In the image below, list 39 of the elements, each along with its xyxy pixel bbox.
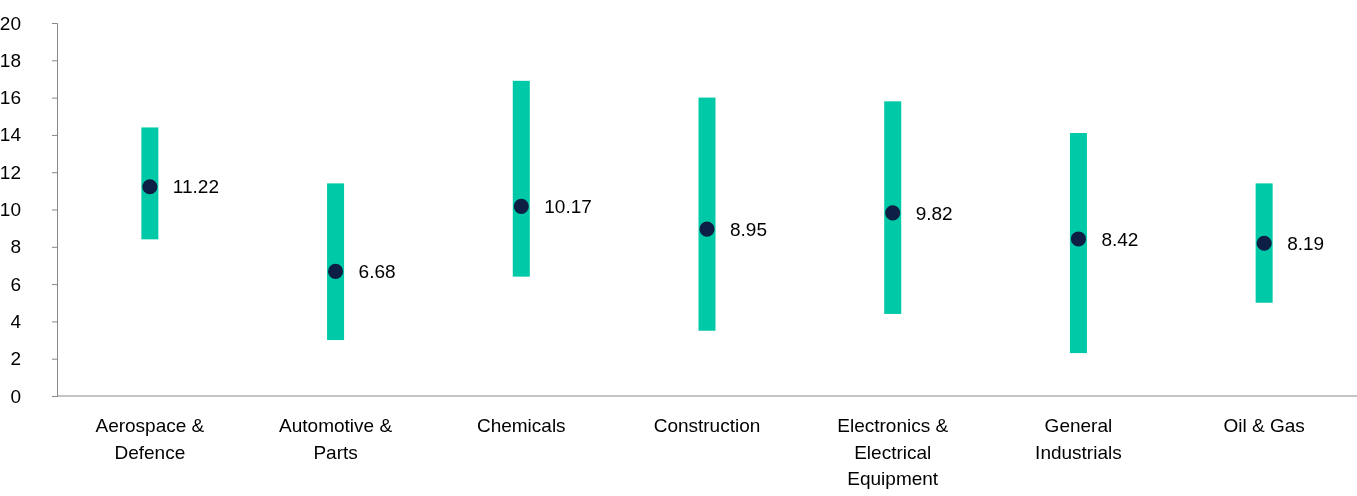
- bar: [327, 183, 345, 341]
- point: [699, 221, 715, 237]
- x-tick-label: Aerospace & Defence: [95, 415, 205, 463]
- bar: [884, 101, 902, 314]
- bar: [1069, 133, 1087, 354]
- point: [513, 198, 529, 214]
- data-label: 10.17: [544, 195, 592, 217]
- x-tick-label: Automotive & Parts: [279, 415, 393, 463]
- y-tick-label: 16: [0, 87, 21, 109]
- y-tick-label: 6: [10, 273, 21, 295]
- data-label: 11.22: [172, 176, 219, 198]
- y-tick-label: 12: [0, 161, 21, 183]
- y-tick-label: 2: [10, 348, 21, 370]
- data-label: 8.95: [730, 218, 767, 240]
- point: [885, 205, 901, 221]
- bar: [141, 127, 159, 240]
- data-label: 9.82: [915, 202, 953, 224]
- bar: [512, 80, 530, 277]
- x-tick-label: General Industrials: [1035, 415, 1122, 463]
- bar: [698, 97, 716, 331]
- x-tick-label: Construction: [653, 415, 761, 436]
- data-label: 8.42: [1101, 228, 1139, 250]
- x-tick-label: Oil & Gas: [1223, 415, 1305, 436]
- y-tick-label: 14: [0, 124, 22, 146]
- bar: [1255, 183, 1273, 303]
- point: [1256, 235, 1272, 251]
- y-tick-label: 18: [0, 49, 21, 71]
- data-label: 6.68: [358, 261, 396, 283]
- x-tick-label: Chemicals: [476, 415, 566, 436]
- y-tick-label: 8: [10, 236, 21, 258]
- point: [1070, 231, 1086, 247]
- point: [142, 179, 158, 195]
- x-tick-label: Electronics & Electrical Equipment: [837, 415, 949, 490]
- y-tick-label: 4: [10, 310, 22, 332]
- y-tick-label: 10: [0, 199, 21, 221]
- y-tick-label: 20: [0, 12, 21, 34]
- point: [328, 263, 344, 279]
- data-label: 8.19: [1287, 232, 1325, 254]
- y-tick-label: 0: [10, 385, 21, 407]
